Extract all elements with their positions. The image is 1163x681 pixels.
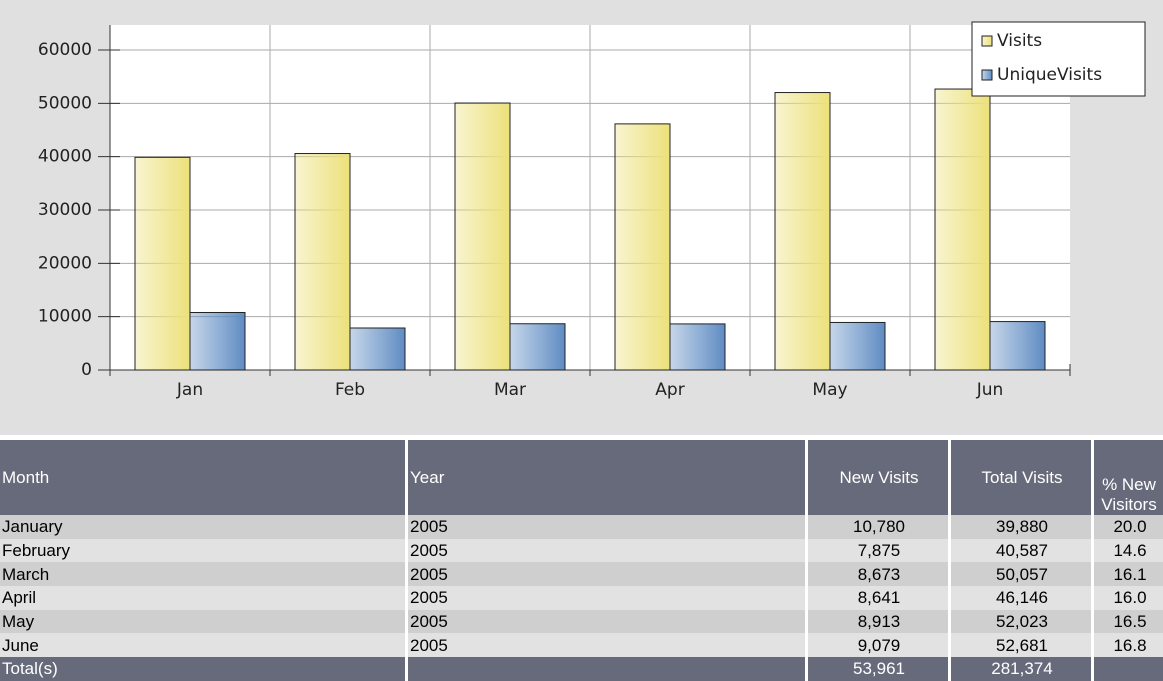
bar — [454, 102, 511, 371]
totals-row: Total(s) 53,961 281,374 — [0, 657, 1163, 681]
column-header: Year — [408, 440, 805, 515]
table-cell: 14.6 — [1094, 538, 1163, 563]
table-cell: March — [0, 562, 405, 587]
table-cell: 50,057 — [951, 562, 1091, 587]
y-tick-label: 50000 — [38, 93, 92, 113]
table-cell: May — [0, 609, 405, 634]
table-cell: 8,673 — [808, 562, 948, 587]
table-cell: 2005 — [408, 538, 805, 563]
totals-total-visits: 281,374 — [951, 657, 1091, 681]
table-cell: 16.5 — [1094, 609, 1163, 634]
totals-empty — [408, 657, 805, 681]
table-cell: June — [0, 633, 405, 658]
column-header: Month — [0, 440, 405, 515]
table-cell: 46,146 — [951, 586, 1091, 610]
totals-new-visits: 53,961 — [808, 657, 948, 681]
table-row: April 2005 8,641 46,146 16.0 — [0, 586, 1163, 610]
totals-empty — [1094, 657, 1163, 681]
x-tick-label: Jan — [176, 380, 203, 400]
table-cell: April — [0, 586, 405, 610]
bar — [509, 323, 566, 371]
y-tick-label: 60000 — [38, 40, 92, 60]
table-row: June 2005 9,079 52,681 16.8 — [0, 633, 1163, 658]
table-row: February 2005 7,875 40,587 14.6 — [0, 538, 1163, 563]
table-cell: 2005 — [408, 633, 805, 658]
table-cell: 9,079 — [808, 633, 948, 658]
table-cell: 20.0 — [1094, 515, 1163, 539]
table-cell: 40,587 — [951, 538, 1091, 563]
table-row: May 2005 8,913 52,023 16.5 — [0, 609, 1163, 634]
column-header: % New Visitors — [1094, 440, 1163, 515]
data-table: Month Year New Visits Total Visits% New Vis… — [0, 440, 1163, 681]
bar — [349, 327, 406, 371]
bar — [829, 321, 886, 371]
bar — [189, 312, 246, 371]
x-tick-label: Apr — [655, 380, 684, 400]
table-cell: 39,880 — [951, 515, 1091, 539]
x-tick-label: Mar — [494, 380, 526, 400]
x-tick-label: May — [812, 380, 847, 400]
bar — [614, 123, 671, 371]
bar — [989, 321, 1046, 371]
table-cell: January — [0, 515, 405, 539]
table-cell: 52,023 — [951, 609, 1091, 634]
y-tick-label: 10000 — [38, 307, 92, 327]
bar — [934, 88, 991, 371]
chart: 0 10000 20000 30000 40000 50000 60000 Jan Feb Mar… — [0, 0, 1163, 435]
bar — [774, 92, 831, 371]
table-cell: 8,641 — [808, 586, 948, 610]
table-cell: 16.0 — [1094, 586, 1163, 610]
table-cell: 52,681 — [951, 633, 1091, 658]
column-header: Total Visits — [951, 440, 1091, 515]
table-cell: February — [0, 538, 405, 563]
y-tick-label: 30000 — [38, 200, 92, 220]
table-cell: 2005 — [408, 562, 805, 587]
y-tick-label: 0 — [81, 360, 92, 380]
legend-label: Visits — [997, 31, 1042, 51]
y-tick-label: 40000 — [38, 147, 92, 167]
legend-label: UniqueVisits — [997, 65, 1102, 85]
table-cell: 16.1 — [1094, 562, 1163, 587]
bar — [669, 323, 726, 371]
table-cell: 16.8 — [1094, 633, 1163, 658]
x-tick-label: Jun — [976, 380, 1004, 400]
bar — [134, 156, 191, 371]
x-tick-label: Feb — [335, 380, 365, 400]
legend-swatch — [981, 69, 993, 81]
bar — [294, 153, 351, 371]
table-row: January 2005 10,780 39,880 20.0 — [0, 515, 1163, 539]
table-cell: 7,875 — [808, 538, 948, 563]
column-header: New Visits — [808, 440, 948, 515]
legend — [971, 21, 1146, 97]
totals-label: Total(s) — [0, 657, 405, 681]
y-tick-label: 20000 — [38, 253, 92, 273]
header-row: Month Year New Visits Total Visits% New Vis… — [0, 440, 1163, 515]
table-cell: 2005 — [408, 586, 805, 610]
table-row: March 2005 8,673 50,057 16.1 — [0, 562, 1163, 587]
legend-swatch — [981, 35, 993, 47]
table-cell: 8,913 — [808, 609, 948, 634]
table-cell: 2005 — [408, 515, 805, 539]
table-cell: 10,780 — [808, 515, 948, 539]
table-cell: 2005 — [408, 609, 805, 634]
